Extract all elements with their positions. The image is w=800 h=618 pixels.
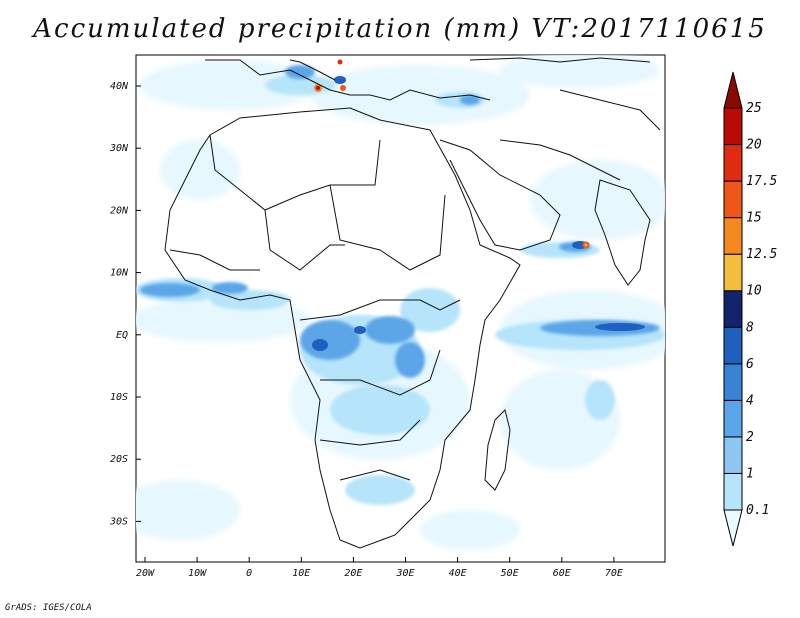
colorbar-bin [723,436,743,474]
colorbar-bin [723,144,743,182]
colorbar-bin [723,253,743,292]
lon-tick-label: 10E [292,568,310,579]
lon-tick-label: 70E [605,568,623,579]
colorbar-label: 6 [746,357,754,372]
lon-tick-label: 50E [501,568,519,579]
lat-tick-label: 20N [110,205,129,216]
colorbar-label: 2 [746,430,754,445]
precip-field [136,55,665,550]
lon-tick-label: 20W [136,568,155,579]
map-title: Accumulated precipitation (mm) VT:201711… [33,14,767,44]
credit-label: GrADS: IGES/COLA [5,603,92,613]
colorbar-label: 20 [746,138,762,153]
lon-tick-label: 40E [449,568,467,579]
colorbar-label: 10 [746,284,762,299]
colorbar-bin [723,363,743,401]
colorbar-bin [723,472,743,511]
lat-tick-label: 10S [110,392,128,403]
longitude-ticks: 20W 10W 0 10E 20E 30E 40E 50E 60E 70E [136,557,623,579]
colorbar-label: 8 [746,320,754,335]
lat-tick-label: 30N [109,143,129,154]
colorbar-label: 15 [746,211,762,226]
colorbar-bin [723,107,743,146]
lon-tick-label: 30E [395,568,414,579]
colorbar-label: 25 [746,101,762,116]
colorbar-bin [723,326,743,365]
colorbar-bin [723,290,743,328]
lon-tick-label: 0 [246,568,252,579]
colorbar: 0.1 1 2 4 6 8 10 12.5 15 17.5 20 25 [723,71,777,547]
colorbar-bin [723,71,743,109]
colorbar-label: 4 [746,393,754,408]
lat-tick-label: 20S [110,454,128,465]
latitude-ticks: 40N 30N 20N 10N EQ 10S 20S 30S [109,81,141,527]
colorbar-label: 12.5 [746,247,777,262]
colorbar-label: 0.1 [746,503,769,518]
colorbar-bin [723,217,743,255]
colorbar-label: 17.5 [746,174,777,189]
lon-tick-label: 10W [188,568,207,579]
lat-tick-label: 10N [110,268,129,279]
colorbar-label: 1 [746,466,754,481]
colorbar-bin [723,399,743,438]
lat-tick-label: EQ [116,330,128,341]
lat-tick-label: 40N [110,81,129,92]
colorbar-bin [723,509,743,547]
lon-tick-label: 20E [344,568,362,579]
lat-tick-label: 30S [109,516,128,527]
lon-tick-label: 60E [553,568,571,579]
colorbar-bin [723,180,743,219]
